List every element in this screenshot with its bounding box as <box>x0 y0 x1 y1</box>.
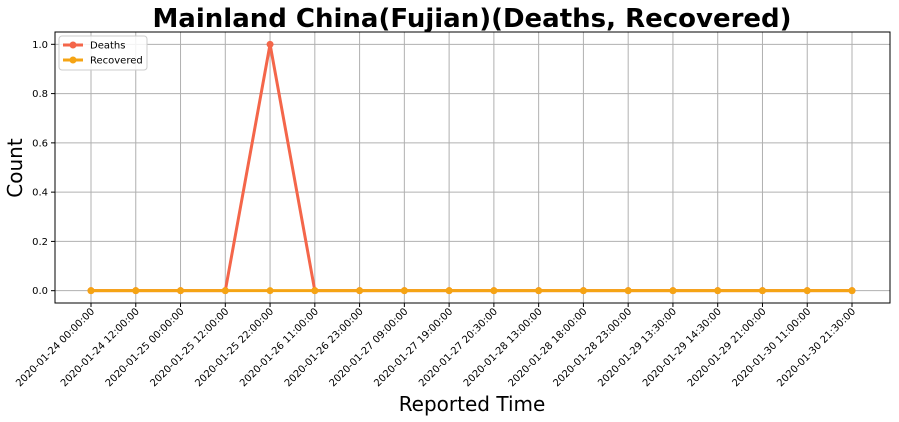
series-line-deaths <box>91 42 852 293</box>
x-tick-label: 2020-01-27 20:30:00 <box>417 306 500 389</box>
data-point-recovered <box>579 287 587 295</box>
x-tick-label: 2020-01-29 13:30:00 <box>596 306 679 389</box>
legend-label-deaths: Deaths <box>90 41 125 52</box>
x-tick-label: 2020-01-29 21:00:00 <box>686 306 769 389</box>
data-point-recovered <box>445 287 453 295</box>
x-tick-label: 2020-01-25 00:00:00 <box>104 306 187 389</box>
y-tick-label: 0.0 <box>32 286 48 297</box>
x-tick-label: 2020-01-25 22:00:00 <box>193 306 276 389</box>
data-point-deaths <box>266 40 274 48</box>
y-tick-label: 1.0 <box>32 40 48 51</box>
data-point-recovered <box>132 287 140 295</box>
legend: Deaths Recovered <box>58 35 148 71</box>
y-tick-label: 0.8 <box>32 89 48 100</box>
y-axis: 0.0 0.2 0.4 0.6 0.8 1.0 <box>32 40 55 297</box>
data-point-recovered <box>848 287 856 295</box>
legend-marker-deaths <box>69 41 77 49</box>
data-point-recovered <box>758 287 766 295</box>
plot-frame <box>54 31 891 304</box>
data-point-recovered <box>221 287 229 295</box>
data-point-recovered <box>714 287 722 295</box>
x-tick-label: 2020-01-30 11:00:00 <box>730 306 813 389</box>
data-point-recovered <box>535 287 543 295</box>
x-tick-label: 2020-01-30 21:30:00 <box>775 306 858 389</box>
x-tick-label: 2020-01-27 19:00:00 <box>372 306 455 389</box>
data-point-recovered <box>624 287 632 295</box>
x-tick-label: 2020-01-28 13:00:00 <box>462 306 545 389</box>
x-tick-label: 2020-01-27 09:00:00 <box>328 306 411 389</box>
data-point-recovered <box>669 287 677 295</box>
data-point-recovered <box>87 287 95 295</box>
x-tick-label: 2020-01-29 14:30:00 <box>641 306 724 389</box>
y-tick-label: 0.6 <box>32 138 48 149</box>
y-axis-label: Count <box>3 138 27 198</box>
x-tick-label: 2020-01-24 00:00:00 <box>14 306 97 389</box>
x-axis-label: Reported Time <box>399 392 546 416</box>
legend-marker-recovered <box>69 56 77 64</box>
data-point-recovered <box>490 287 498 295</box>
data-point-recovered <box>311 287 319 295</box>
chart-title: Mainland China(Fujian)(Deaths, Recovered… <box>152 4 791 34</box>
x-tick-label: 2020-01-26 23:00:00 <box>283 306 366 389</box>
y-tick-label: 0.4 <box>32 188 48 199</box>
x-tick-label: 2020-01-26 11:00:00 <box>238 306 321 389</box>
x-tick-label: 2020-01-25 12:00:00 <box>149 306 232 389</box>
x-tick-label: 2020-01-24 12:00:00 <box>59 306 142 389</box>
data-point-recovered <box>177 287 185 295</box>
data-point-recovered <box>356 287 364 295</box>
legend-label-recovered: Recovered <box>90 56 143 67</box>
data-point-recovered <box>266 287 274 295</box>
series-group <box>87 40 856 295</box>
data-point-recovered <box>803 287 811 295</box>
y-tick-label: 0.2 <box>32 237 48 248</box>
grid <box>55 32 890 303</box>
x-tick-label: 2020-01-28 18:00:00 <box>507 306 590 389</box>
x-tick-label: 2020-01-28 23:00:00 <box>551 306 634 389</box>
data-point-recovered <box>400 287 408 295</box>
